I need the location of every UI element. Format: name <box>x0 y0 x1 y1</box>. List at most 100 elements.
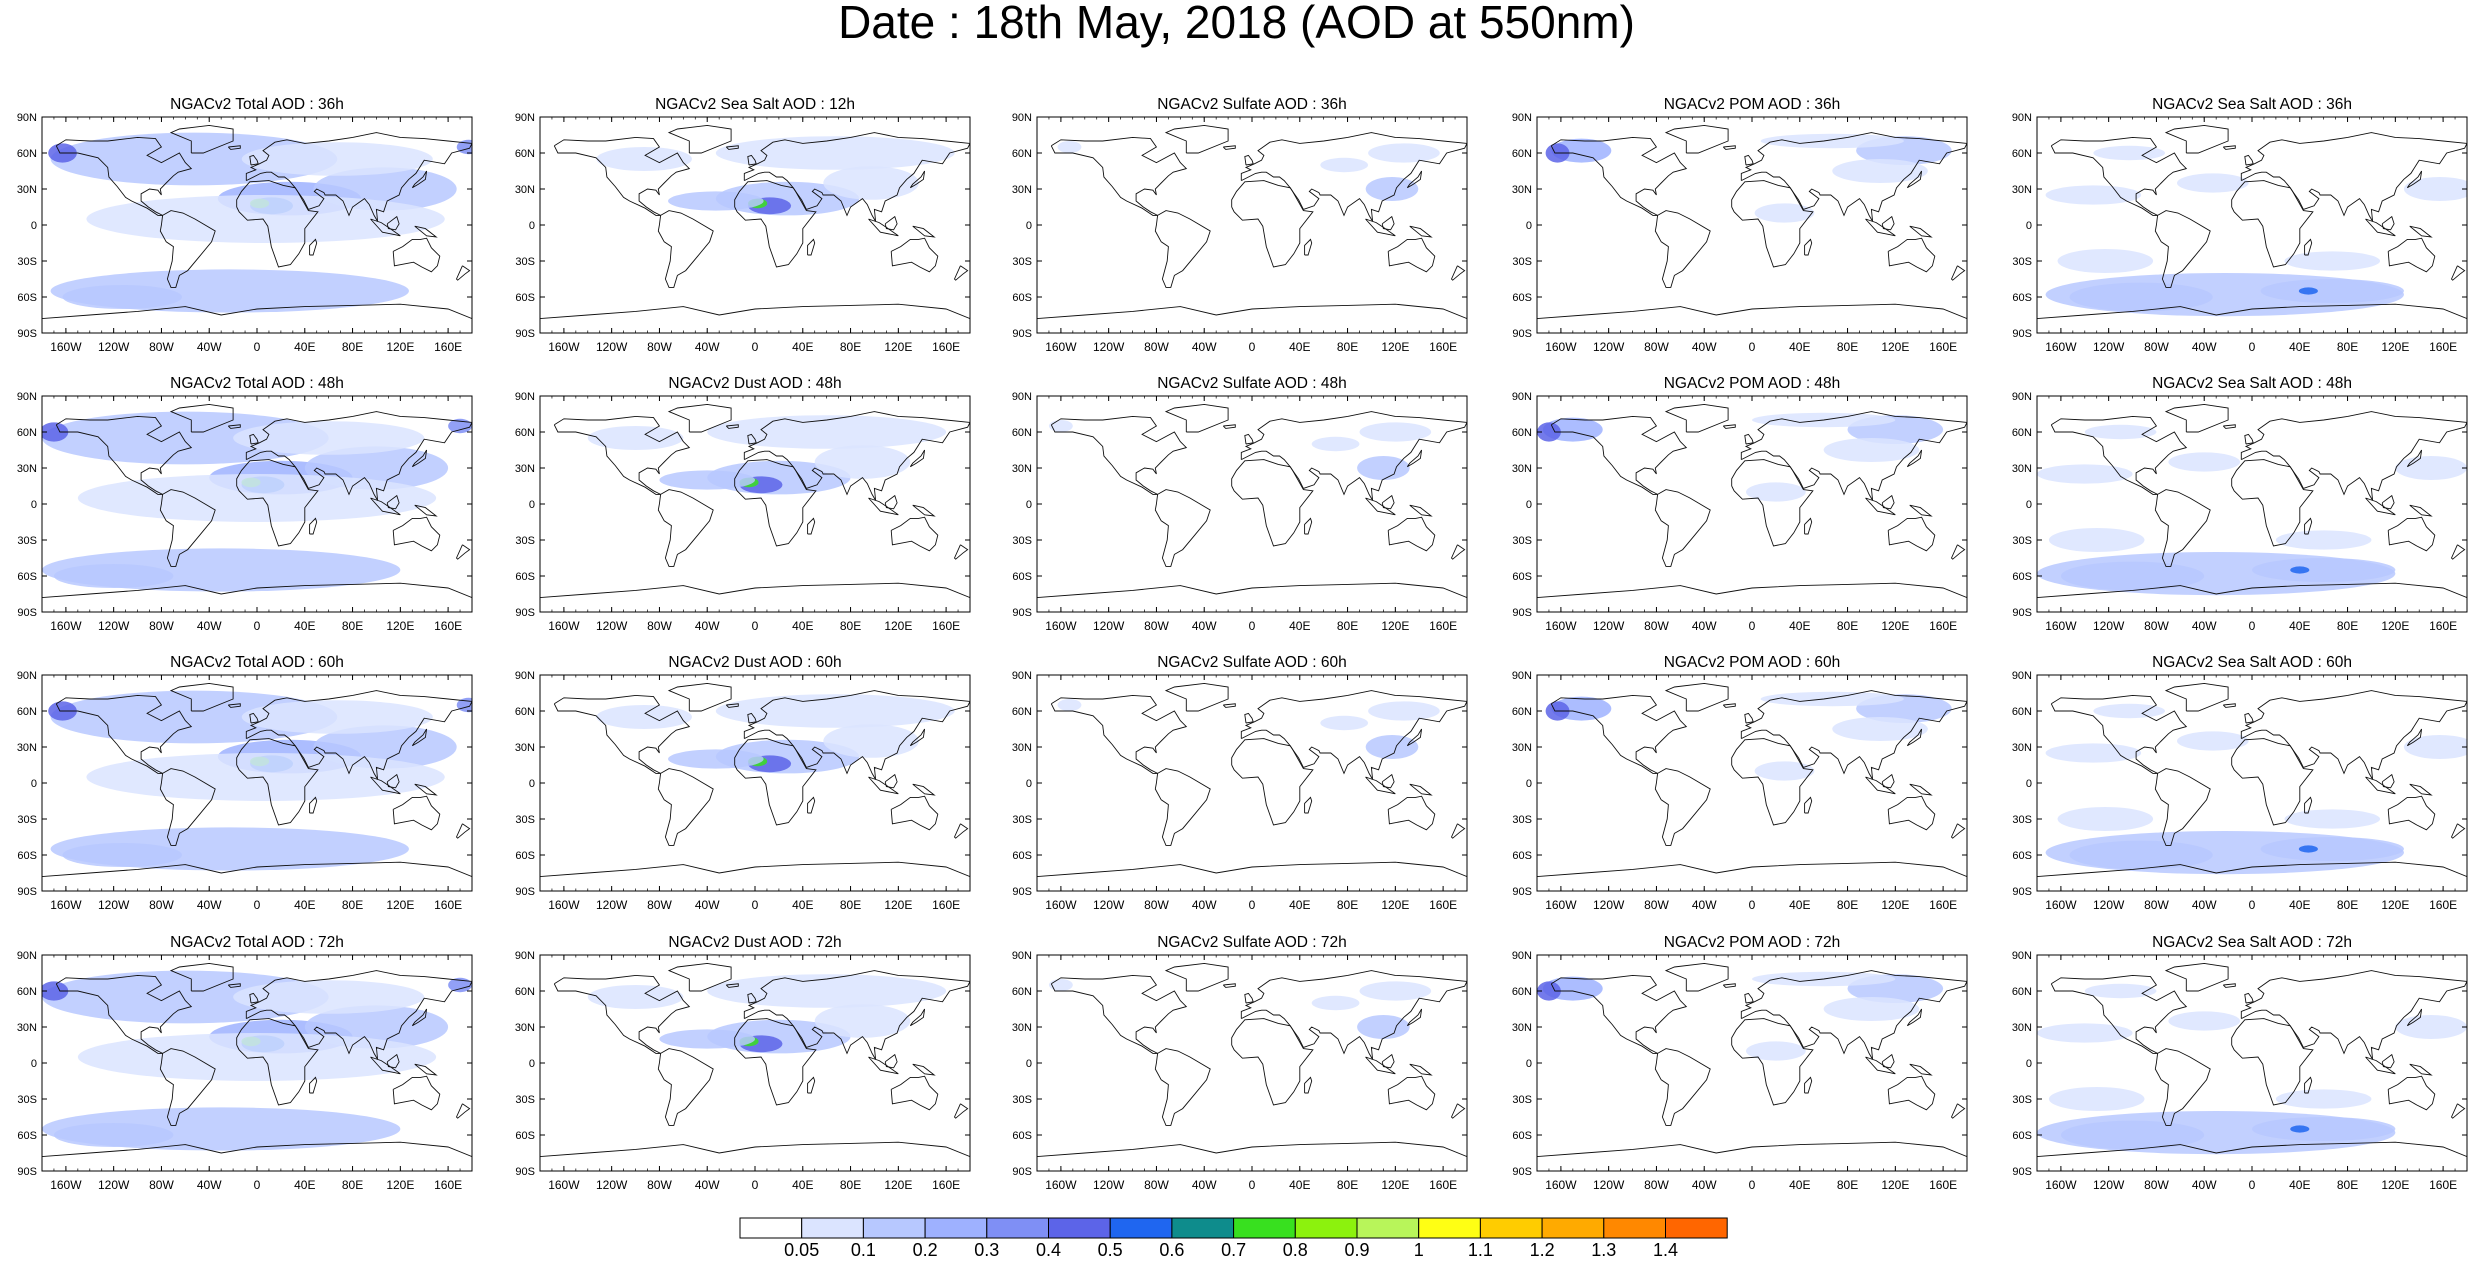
lat-label: 0 <box>2026 499 2032 511</box>
coastline-greenland <box>169 124 234 154</box>
aod-patch <box>1368 143 1440 163</box>
lat-label: 30S <box>515 814 535 826</box>
coastline-antarctica <box>540 861 970 878</box>
lon-label: 120W <box>2093 1178 2125 1192</box>
aod-patch <box>2057 807 2154 831</box>
coastline-newzealand <box>953 823 969 839</box>
lon-label: 120W <box>596 619 628 633</box>
lat-label: 30N <box>1512 1022 1532 1034</box>
lon-label: 80W <box>149 898 174 912</box>
lon-label: 80W <box>149 619 174 633</box>
lat-label: 30N <box>1012 184 1032 196</box>
coastline-japan <box>411 728 428 747</box>
aod-patch <box>86 753 445 801</box>
lon-label: 40W <box>695 619 720 633</box>
lon-label: 120E <box>884 1178 912 1192</box>
coastline-borneo <box>1381 773 1395 789</box>
lat-label: 90S <box>2012 607 2032 619</box>
lat-label: 90S <box>17 1166 37 1178</box>
lon-label: 40E <box>1789 898 1810 912</box>
coastline-australia <box>392 795 441 831</box>
lon-label: 120W <box>596 340 628 354</box>
aod-field <box>42 411 472 592</box>
aod-patch <box>448 418 472 434</box>
lat-label: 90S <box>515 886 535 898</box>
aod-patch <box>2060 561 2205 591</box>
coastline-australia <box>392 237 441 273</box>
lat-label: 60N <box>1512 986 1532 998</box>
coastlines <box>540 124 970 320</box>
lat-label: 30N <box>2012 463 2032 475</box>
aod-patch <box>1760 691 1904 707</box>
coastline-namerica <box>2050 974 2188 1054</box>
coastlines <box>2037 682 2467 878</box>
coastline-madagascar <box>1304 517 1313 535</box>
aod-patch <box>2395 456 2467 480</box>
lat-label: 60N <box>1012 427 1032 439</box>
aod-patch <box>1537 422 1561 442</box>
colorbar-label: 0.4 <box>1036 1240 1061 1260</box>
coastline-newzealand <box>1950 544 1966 560</box>
map-panel: NGACv2 Sea Salt AOD : 60h 90N 60N 30N 0 30S 60… <box>2012 654 2468 912</box>
coastline-antarctica <box>1037 861 1467 878</box>
lon-label: 160W <box>548 619 580 633</box>
coastlines <box>540 682 970 878</box>
lat-label: 90S <box>1512 886 1532 898</box>
colorbar-swatch <box>1665 1217 1728 1239</box>
coastline-newzealand <box>953 1103 969 1119</box>
coastline-madagascar <box>1804 796 1813 814</box>
coastline-borneo <box>1881 494 1895 510</box>
coastlines <box>1537 682 1967 878</box>
lon-label: 160E <box>1429 619 1457 633</box>
lon-label: 0 <box>1749 1178 1756 1192</box>
aod-patch <box>2069 282 2213 312</box>
coastline-iceland <box>1222 145 1236 150</box>
coastline-africa <box>2231 1018 2314 1106</box>
coastline-iceland <box>227 983 241 988</box>
lat-label: 60S <box>17 571 37 583</box>
aod-patch <box>2168 1011 2241 1031</box>
aod-patch <box>715 136 955 170</box>
lon-label: 160W <box>1045 1178 1077 1192</box>
lon-label: 80W <box>2144 619 2169 633</box>
aod-patch <box>448 977 472 993</box>
coastline-namerica <box>1550 694 1688 774</box>
lon-label: 40E <box>1789 619 1810 633</box>
lon-label: 160E <box>1929 1178 1957 1192</box>
coastline-namerica <box>1050 974 1188 1054</box>
coastline-africa <box>1731 738 1814 826</box>
aod-patch <box>1311 436 1360 452</box>
coastline-antarctica <box>1537 582 1967 599</box>
coastline-africa <box>1731 1018 1814 1106</box>
lat-label: 60N <box>2012 148 2032 160</box>
coastline-iceland <box>1722 703 1736 708</box>
coastline-eurasia <box>743 411 970 501</box>
coastlines <box>1037 403 1467 599</box>
lat-label: 0 <box>1026 499 1032 511</box>
aod-patch <box>2252 558 2396 582</box>
coastline-newzealand <box>953 265 969 281</box>
coastlines <box>1037 124 1467 320</box>
lat-label: 60N <box>515 706 535 718</box>
lon-label: 40E <box>1289 340 1310 354</box>
aod-patch <box>1537 981 1561 1001</box>
lat-label: 90S <box>1012 886 1032 898</box>
coastline-antarctica <box>42 1141 472 1158</box>
colorbar-label: 0.2 <box>913 1240 938 1260</box>
lon-label: 120E <box>1881 619 1909 633</box>
colorbar-label: 0.5 <box>1098 1240 1123 1260</box>
coastline-britain <box>249 992 259 1004</box>
lon-label: 80E <box>1337 619 1358 633</box>
lon-label: 40W <box>197 619 222 633</box>
coastline-antarctica <box>1537 861 1967 878</box>
coastline-japan <box>909 170 926 189</box>
aod-patch <box>814 445 911 479</box>
aod-patch <box>62 843 182 867</box>
aod-patch <box>1048 420 1073 432</box>
coastline-madagascar <box>309 796 318 814</box>
lat-label: 90S <box>2012 1166 2032 1178</box>
lat-label: 60S <box>2012 1130 2032 1142</box>
coastline-madagascar <box>1804 517 1813 535</box>
aod-patch <box>1746 1041 1806 1061</box>
lon-label: 40W <box>1692 340 1717 354</box>
